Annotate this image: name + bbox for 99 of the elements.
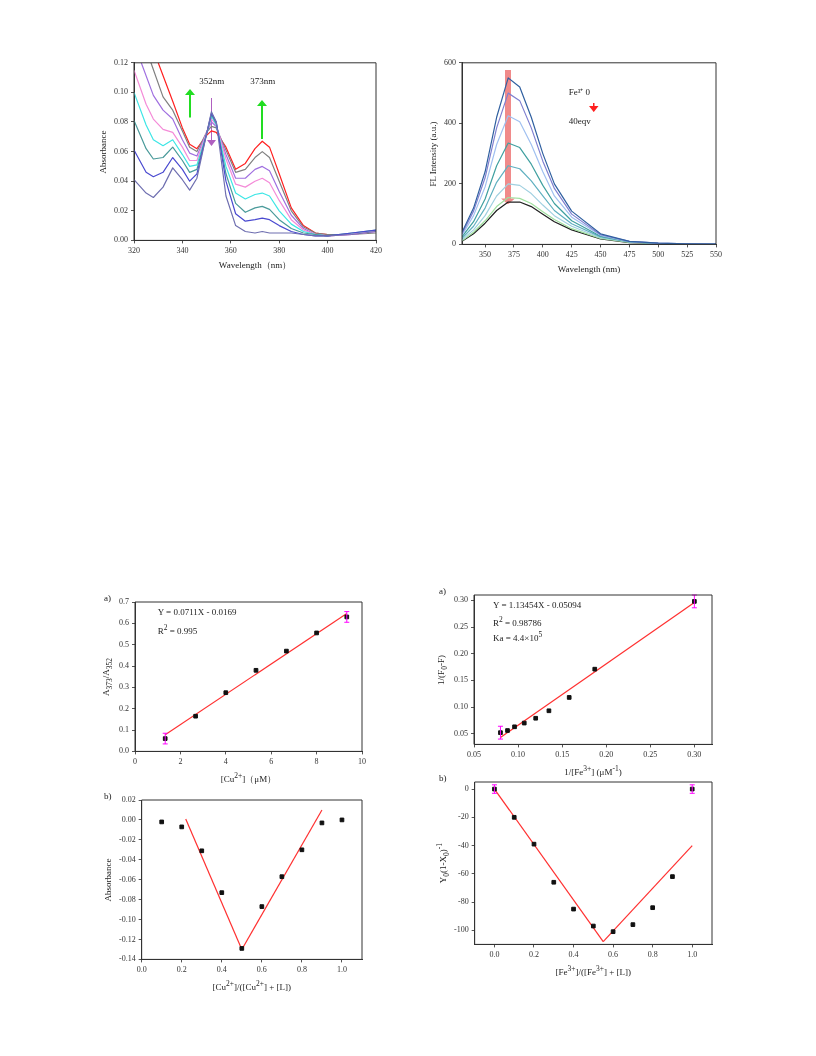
annotation: 373nm (250, 76, 276, 86)
y-tick-label: -80 (457, 897, 469, 907)
annotation: R$^{2}$ = 0.98786 (493, 614, 542, 628)
y-tick-label: 0.30 (454, 595, 468, 605)
y-tick-label: -0.14 (118, 954, 136, 964)
y-axis-title: Absorbance (97, 130, 108, 174)
x-axis-title: 1/[Fe$^{3+}$] (μM$^{-1}$) (564, 764, 622, 777)
x-tick-label: 400 (321, 246, 334, 256)
y-axis-title: FL Intensity (a.u.) (427, 121, 438, 187)
y-tick-label: 0.02 (114, 205, 128, 215)
x-tick-label: 0.20 (599, 750, 614, 760)
y-tick-label: -20 (457, 812, 469, 822)
annotation: R$^{2}$ = 0.995 (157, 623, 198, 637)
y-tick-label: -0.12 (118, 934, 136, 944)
x-axis-title: Wavelength (nm) (557, 264, 621, 274)
annotation: Y = 0.0711X - 0.0169 (157, 606, 237, 617)
y-tick-label: 600 (444, 57, 456, 67)
x-axis-title: [Cu$^{2+}$]（μM） (220, 771, 277, 784)
y-tick-label: 0.02 (121, 795, 136, 805)
x-tick-label: 360 (224, 246, 237, 256)
x-axis-title: [Fe$^{3+}$]/([Fe$^{3+}$] + [L]) (555, 964, 632, 977)
y-tick-label: 0.10 (114, 87, 128, 97)
y-tick-label: 200 (444, 178, 456, 188)
x-tick-label: 1.0 (687, 950, 698, 960)
y-tick-label: 0.4 (119, 661, 129, 671)
x-tick-label: 0.2 (529, 950, 539, 960)
x-tick-label: 2 (178, 757, 183, 767)
y-tick-label: 0.3 (119, 682, 129, 692)
x-tick-label: 0.4 (568, 950, 579, 960)
x-tick-label: 420 (370, 246, 382, 256)
y-tick-label: -100 (453, 925, 469, 935)
y-tick-label: 0.25 (454, 622, 468, 632)
annotation: Ka = 4.4×10$^{5}$ (493, 629, 543, 643)
annotation: Y = 1.13454X - 0.05094 (493, 599, 582, 610)
y-tick-label: 0.05 (454, 728, 468, 738)
x-tick-label: 450 (594, 250, 607, 260)
x-tick-label: 400 (536, 250, 549, 260)
chart-title: a) (104, 593, 111, 603)
y-tick-label: 0 (452, 239, 456, 249)
x-tick-label: 350 (479, 250, 492, 260)
x-tick-label: 0.4 (216, 965, 227, 975)
annotation: 352nm (199, 76, 225, 86)
x-tick-label: 6 (269, 757, 274, 767)
y-tick-label: 0.00 (121, 815, 136, 825)
x-tick-label: 0.30 (687, 750, 702, 760)
y-tick-label: 0.5 (119, 639, 129, 649)
chart-title: b) (104, 791, 112, 801)
y-tick-label: 0.10 (454, 702, 468, 712)
x-tick-label: 500 (652, 250, 665, 260)
y-tick-label: 0.2 (119, 703, 129, 713)
y-tick-label: -0.02 (118, 834, 136, 844)
chart-title: a) (439, 586, 446, 596)
x-tick-label: 10 (358, 757, 366, 767)
x-axis-title: Wavelength（nm） (218, 260, 292, 270)
y-tick-label: 0.12 (114, 57, 128, 67)
y-tick-label: -60 (457, 868, 469, 878)
annotation: 40eqv (568, 116, 591, 127)
x-tick-label: 4 (223, 757, 228, 767)
x-tick-label: 0.0 (489, 950, 500, 960)
x-tick-label: 340 (176, 246, 189, 256)
y-tick-label: 0.1 (119, 725, 129, 735)
x-tick-label: 0.6 (608, 950, 619, 960)
y-tick-label: -0.08 (118, 894, 136, 904)
x-tick-label: 375 (507, 250, 520, 260)
x-tick-label: 0.25 (643, 750, 658, 760)
x-tick-label: 0.2 (176, 965, 187, 975)
y-tick-label: 0.6 (119, 618, 129, 628)
y-tick-label: 0.08 (114, 117, 128, 127)
y-tick-label: 0.15 (454, 675, 468, 685)
y-tick-label: 400 (444, 118, 456, 128)
x-tick-label: 8 (314, 757, 319, 767)
chart-title: b) (439, 773, 447, 783)
x-tick-label: 550 (710, 250, 722, 260)
y-tick-label: 0.00 (114, 235, 128, 245)
x-tick-label: 0.8 (296, 965, 307, 975)
x-tick-label: 0.6 (256, 965, 267, 975)
x-tick-label: 320 (128, 246, 140, 256)
y-tick-label: -40 (457, 840, 469, 850)
y-tick-label: 0 (464, 784, 469, 794)
x-tick-label: 0.05 (467, 750, 481, 760)
y-tick-label: -0.04 (118, 854, 136, 864)
x-tick-label: 0.8 (647, 950, 658, 960)
x-tick-label: 0.10 (511, 750, 526, 760)
y-tick-label: 0.7 (119, 597, 129, 607)
x-tick-label: 475 (623, 250, 636, 260)
y-tick-label: -0.10 (118, 914, 136, 924)
y-tick-label: 0.20 (454, 648, 468, 658)
x-tick-label: 0.15 (555, 750, 570, 760)
annotation: Fe³⁺ 0 (568, 87, 591, 98)
y-axis-title: Absorbance (102, 858, 113, 902)
y-tick-label: -0.06 (118, 874, 136, 884)
x-tick-label: 0.0 (136, 965, 147, 975)
x-tick-label: 425 (565, 250, 578, 260)
y-tick-label: 0.06 (114, 146, 128, 156)
x-tick-label: 380 (273, 246, 286, 256)
x-tick-label: 1.0 (336, 965, 347, 975)
x-axis-title: [Cu$^{2+}$]/([Cu$^{2+}$] + [L]) (212, 979, 292, 992)
y-tick-label: 0.04 (114, 176, 128, 186)
x-tick-label: 525 (681, 250, 694, 260)
